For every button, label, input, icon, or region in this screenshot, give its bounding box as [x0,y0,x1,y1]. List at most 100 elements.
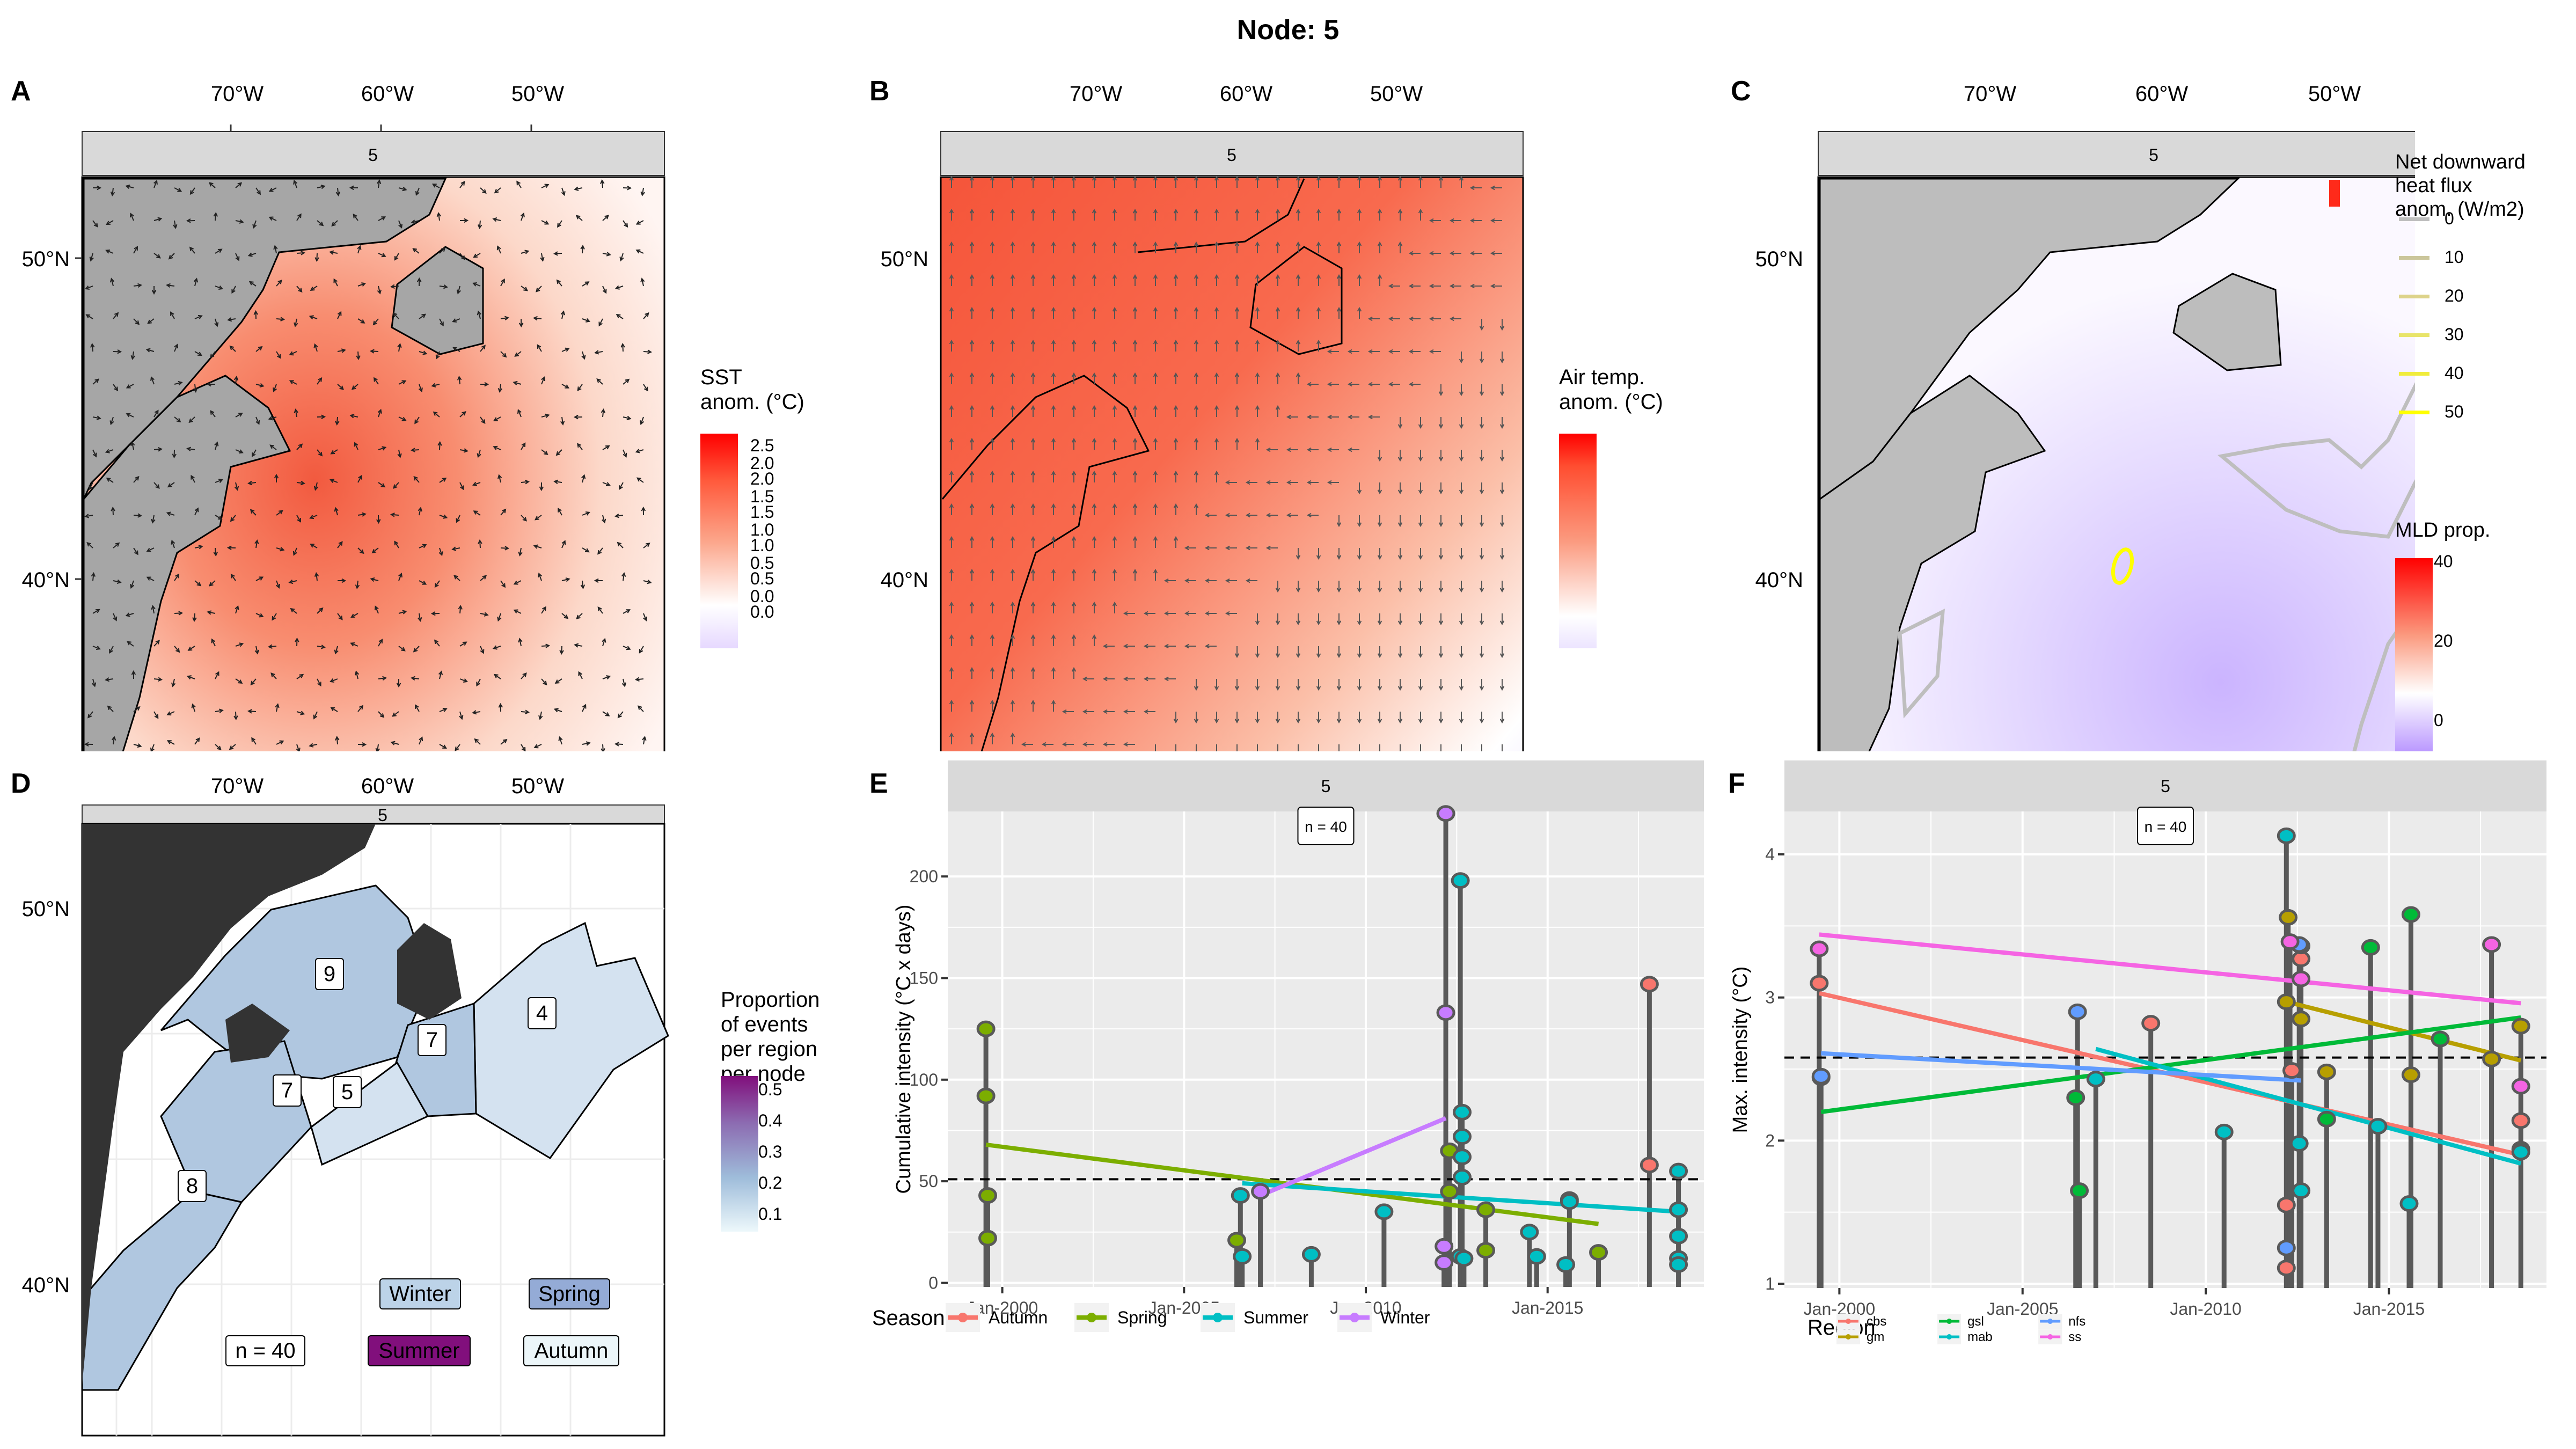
vector-arrow [969,405,975,417]
vector-arrow [456,515,460,523]
vector-arrow [1194,503,1199,515]
vector-arrow [521,250,530,254]
vector-arrow [493,445,501,450]
vector-arrow [1010,306,1015,319]
data-point-gm [2279,909,2298,926]
vector-arrow [575,215,583,221]
vector-arrow [1092,503,1097,515]
data-point-summer [1669,1256,1688,1273]
vector-arrow [500,508,507,516]
vector-arrow [1194,679,1199,691]
plot-background [1784,811,2546,1288]
data-point-mab [2399,1195,2419,1212]
data-point-winter [1435,1254,1454,1271]
vector-arrow [376,179,382,188]
vector-arrow [518,547,523,557]
vector-arrow [86,542,93,548]
vector-arrow [1438,515,1444,528]
vector-arrow [1071,634,1077,646]
vector-arrow [582,511,590,516]
vector-arrow [1499,417,1505,429]
vector-arrow [1071,306,1077,319]
legend-item-winter: Winter [1337,1303,1430,1332]
vector-arrow [1051,699,1056,712]
vector-arrow [1377,515,1382,528]
vector-arrow [390,741,399,745]
flux-contour-50 [2111,547,2134,585]
vector-arrow [439,318,444,327]
vector-arrow [534,515,542,521]
vector-arrow [288,579,297,584]
vector-arrow [317,678,321,687]
vector-arrow [1132,274,1138,286]
vector-arrow [1408,382,1421,387]
vector-arrow [1051,208,1056,221]
vector-arrow [1336,712,1342,724]
facet-strip [948,760,1704,811]
vector-arrow [351,384,358,390]
vector-arrow [1030,339,1036,352]
vector-arrow [153,447,163,452]
vector-arrow [480,575,487,581]
vector-arrow [1255,646,1260,658]
vector-arrow [418,384,423,393]
vector-arrow [1071,470,1077,482]
vector-arrow [1132,470,1138,482]
vector-arrow [1359,744,1360,751]
colorbar-tick-label: 0.0 [750,587,774,606]
panel-label-f: F [1728,768,1745,799]
vector-arrow [1429,251,1441,256]
legend-item-mab: mab [1937,1329,1993,1344]
flux-legend-label: 20 [2445,286,2464,305]
vector-arrow [1275,241,1280,253]
vector-arrow [317,449,323,457]
vector-arrow [1112,601,1117,613]
vector-arrow [1071,536,1077,548]
vector-arrow [1336,679,1342,691]
vector-arrow [214,318,219,327]
vector-arrow [636,477,644,483]
vector-arrow [1440,744,1441,751]
vector-arrow [1234,405,1240,417]
vector-arrow [276,317,286,321]
data-point-gm [2401,1066,2420,1084]
vector-arrow [642,736,647,745]
vector-arrow [1499,319,1505,331]
vector-arrow [1397,679,1403,691]
data-point-gsl [2431,1030,2450,1048]
vector-arrow [416,277,422,287]
vector-arrow [539,482,544,492]
n-events-label: n = 40 [1305,818,1347,835]
vector-arrow [1357,306,1362,319]
panel-b-map: 70°W 60°W 50°W 5 50°N 40°N [881,82,1524,751]
vector-arrow [621,678,627,687]
vector-arrow [638,705,644,712]
vector-arrow [296,443,303,450]
flux-legend-label: 40 [2445,363,2464,383]
vector-arrow [602,286,607,294]
vector-arrow [602,445,610,450]
vector-arrow [949,405,954,417]
vector-arrow [276,580,280,589]
vector-arrow [235,605,239,614]
data-point-summer [1520,1224,1539,1241]
vector-arrow [1336,515,1342,528]
vector-arrow [472,710,481,715]
vector-arrow [296,711,305,715]
vector-arrow [1296,581,1301,593]
legend-label: Autumn [989,1308,1048,1327]
vector-arrow [1357,581,1362,593]
vector-arrow [1030,241,1036,253]
vector-arrow [1275,274,1280,286]
vector-arrow [597,547,603,555]
vector-arrow [105,677,114,682]
vector-arrow [513,580,522,585]
vector-arrow [1092,634,1097,646]
vector-arrow [573,414,583,420]
vector-arrow [1123,676,1135,682]
vector-arrow [643,384,648,392]
vector-arrow [1397,450,1403,462]
legend-item-cbs: cbs [1836,1314,1886,1329]
vector-arrow [1286,513,1298,518]
vector-arrow [990,274,995,286]
